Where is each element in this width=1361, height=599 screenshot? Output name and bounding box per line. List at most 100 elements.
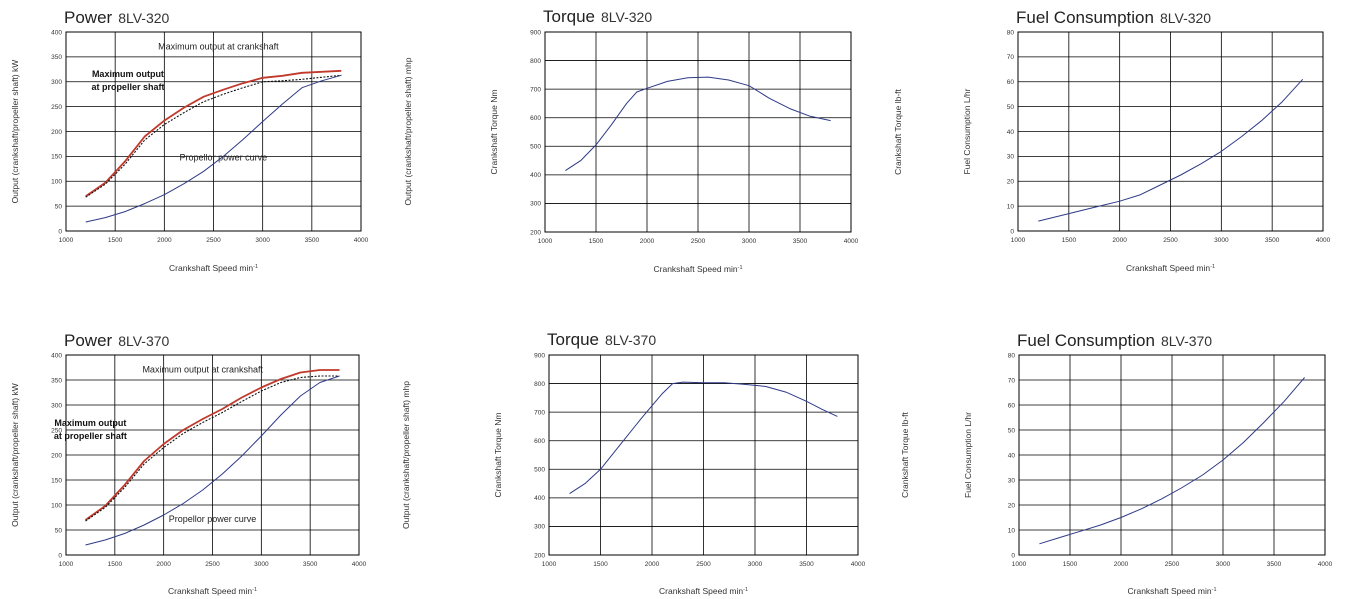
chart-title: Power 8LV-320 (64, 8, 170, 27)
x-tick-label: 2500 (205, 561, 220, 568)
y-tick-label: 10 (1007, 203, 1015, 210)
x-tick-label: 1000 (59, 561, 74, 568)
x-tick-label: 1500 (1063, 561, 1078, 568)
chart-title: Power 8LV-370 (64, 331, 170, 350)
y-tick-label: 100 (51, 179, 62, 186)
x-tick-label: 3500 (305, 237, 320, 244)
x-tick-label: 3000 (742, 238, 757, 245)
plot-frame (544, 31, 852, 233)
y-tick-label: 30 (1007, 154, 1015, 161)
y-tick-label: 500 (530, 144, 541, 151)
x-tick-label: 1000 (542, 561, 557, 568)
x-tick-label: 4000 (844, 238, 859, 245)
y-tick-label: 600 (534, 438, 545, 445)
x-tick-label: 3500 (793, 238, 808, 245)
y-tick-label: 200 (51, 129, 62, 136)
y-tick-label: 600 (530, 115, 541, 122)
y-tick-label: 400 (534, 495, 545, 502)
y-tick-label: 50 (1008, 427, 1016, 434)
x-tick-label: 1000 (1012, 561, 1027, 568)
x-tick-label: 2000 (1114, 561, 1129, 568)
y-tick-label: 350 (51, 54, 62, 61)
y-axis-label: Crankshaft Torque Nm (489, 90, 499, 175)
x-tick-label: 3000 (1214, 237, 1229, 244)
y-tick-label: 60 (1007, 79, 1015, 86)
chart-title: Fuel Consumption 8LV-320 (1016, 8, 1211, 27)
x-tick-label: 3500 (799, 561, 814, 568)
x-tick-label: 3000 (254, 561, 269, 568)
x-tick-label: 2000 (156, 561, 171, 568)
x-tick-label: 3500 (303, 561, 318, 568)
y-tick-label: 80 (1007, 29, 1015, 36)
x-tick-label: 2000 (1112, 237, 1127, 244)
y-tick-label: 60 (1008, 402, 1016, 409)
x-axis-label: Crankshaft Speed min-1 (1128, 586, 1217, 596)
y-tick-label: 500 (534, 467, 545, 474)
y-tick-label: 50 (1007, 104, 1015, 111)
annotation: Maximum output at crankshaft (142, 365, 263, 375)
y-tick-label: 0 (1011, 552, 1015, 559)
chart-5: Fuel Consumption 8LV-370 1000 1500 2000 2500 3… (963, 331, 1333, 596)
x-tick-label: 4000 (354, 237, 369, 244)
plot-frame (65, 31, 362, 232)
y-axis-label: Output (crankshaft/propeller shaft) kW (10, 60, 20, 204)
y-tick-label: 50 (55, 527, 63, 534)
chart-1: Torque 8LV-320 1000 1500 2000 2500 3000 3500 400… (489, 7, 903, 274)
chart-2: Fuel Consumption 8LV-320 1000 1500 2000 2500 3… (962, 8, 1331, 273)
x-tick-label: 2000 (157, 237, 172, 244)
series-line-crank (84, 369, 340, 521)
y-tick-label: 20 (1007, 179, 1015, 186)
annotation: at propeller shaft (91, 82, 164, 92)
series-line-prop_shaft (85, 375, 340, 522)
x-tick-label: 1500 (589, 238, 604, 245)
series-line-curve (1038, 78, 1304, 222)
x-axis-label: Crankshaft Speed min-1 (169, 263, 258, 273)
y-tick-label: 40 (1007, 129, 1015, 136)
chart-title: Torque 8LV-320 (543, 7, 652, 26)
y-tick-label: 300 (51, 402, 62, 409)
plot-frame (548, 354, 859, 556)
y-tick-label: 0 (58, 552, 62, 559)
x-tick-label: 4000 (352, 561, 367, 568)
y-axis-label-right: Crankshaft Torque lb-ft (900, 411, 910, 497)
y-tick-label: 0 (1010, 228, 1014, 235)
y-tick-label: 80 (1008, 352, 1016, 359)
y-tick-label: 70 (1007, 54, 1015, 61)
x-tick-label: 1500 (108, 237, 123, 244)
y-tick-label: 150 (51, 477, 62, 484)
x-tick-label: 2500 (206, 237, 221, 244)
x-tick-label: 4000 (1318, 561, 1333, 568)
y-tick-label: 300 (534, 524, 545, 531)
series-line-curve (85, 74, 342, 223)
x-axis-label: Crankshaft Speed min-1 (1126, 263, 1215, 273)
y-tick-label: 300 (530, 201, 541, 208)
chart-title: Fuel Consumption 8LV-370 (1017, 331, 1212, 350)
annotation: at propeller shaft (54, 431, 127, 441)
y-tick-label: 20 (1008, 502, 1016, 509)
annotation: Maximum output (54, 418, 126, 428)
y-tick-label: 10 (1008, 527, 1016, 534)
x-axis-label: Crankshaft Speed min-1 (654, 264, 743, 274)
y-axis-label-right: Output (crankshaft/propeller shaft) mhp (401, 381, 411, 529)
y-axis-label: Fuel Consumption L/hr (963, 412, 973, 498)
y-axis-label: Fuel Consumption L/hr (962, 88, 972, 174)
x-tick-label: 1000 (538, 238, 553, 245)
y-tick-label: 250 (51, 104, 62, 111)
x-tick-label: 1000 (1011, 237, 1026, 244)
annotation: Propellor power curve (169, 514, 257, 524)
y-tick-label: 800 (534, 381, 545, 388)
x-tick-label: 4000 (851, 561, 866, 568)
plot-frame (1018, 354, 1326, 556)
y-axis-label: Crankshaft Torque Nm (493, 413, 503, 498)
series-line-curve (1039, 377, 1305, 545)
x-tick-label: 2500 (696, 561, 711, 568)
x-tick-label: 4000 (1316, 237, 1331, 244)
x-tick-label: 2000 (645, 561, 660, 568)
x-tick-label: 1500 (1062, 237, 1077, 244)
y-tick-label: 800 (530, 58, 541, 65)
y-axis-label: Output (crankshaft/propeller shaft) kW (10, 383, 20, 527)
y-tick-label: 700 (530, 86, 541, 93)
x-tick-label: 3000 (1216, 561, 1231, 568)
